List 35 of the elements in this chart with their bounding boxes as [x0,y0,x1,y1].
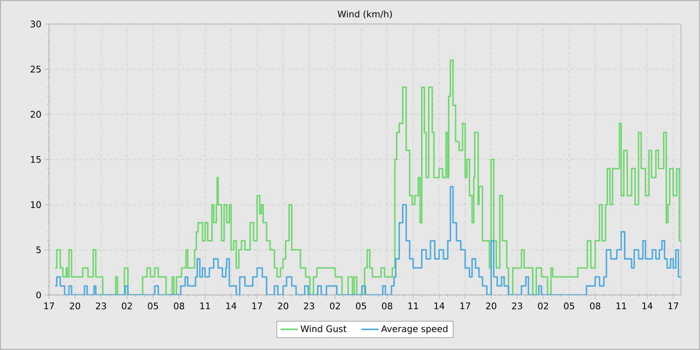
y-tick-label: 15 [31,156,41,163]
y-tick-label: 0 [36,292,41,298]
x-tick-label: 05 [148,302,158,310]
x-tick-label: 11 [408,302,418,310]
x-tick-label: 11 [200,302,210,310]
x-tick-label: 14 [434,302,444,310]
y-tick-label: 30 [30,20,41,28]
chart-title: Wind (km/h) [338,10,392,18]
x-tick-label: 02 [122,302,132,310]
x-tick-label: 20 [70,302,80,310]
x-tick-label: 17 [44,302,54,310]
y-tick-label: 10 [31,201,41,208]
x-tick-label: 02 [330,302,340,310]
x-tick-label: 11 [616,302,626,310]
x-tick-label: 14 [642,302,652,310]
y-tick-label: 5 [36,246,41,254]
legend-label: Average speed [381,325,448,334]
x-tick-label: 08 [382,302,392,310]
y-tick-label: 20 [30,110,41,118]
x-tick-label: 17 [252,302,262,310]
x-tick-label: 23 [512,302,522,310]
x-tick-label: 17 [668,302,678,310]
x-tick-label: 23 [96,302,106,310]
x-tick-label: 17 [460,302,470,310]
legend-label: Wind Gust [300,325,346,332]
x-tick-label: 20 [278,302,288,310]
x-tick-label: 05 [356,302,366,310]
y-tick-label: 25 [30,66,41,73]
x-tick-label: 08 [174,302,184,310]
x-tick-label: 05 [564,302,574,310]
x-tick-label: 08 [590,302,600,310]
x-tick-label: 20 [486,302,496,310]
x-tick-label: 23 [304,302,314,310]
x-tick-label: 14 [226,302,236,310]
x-tick-label: 02 [538,302,548,310]
